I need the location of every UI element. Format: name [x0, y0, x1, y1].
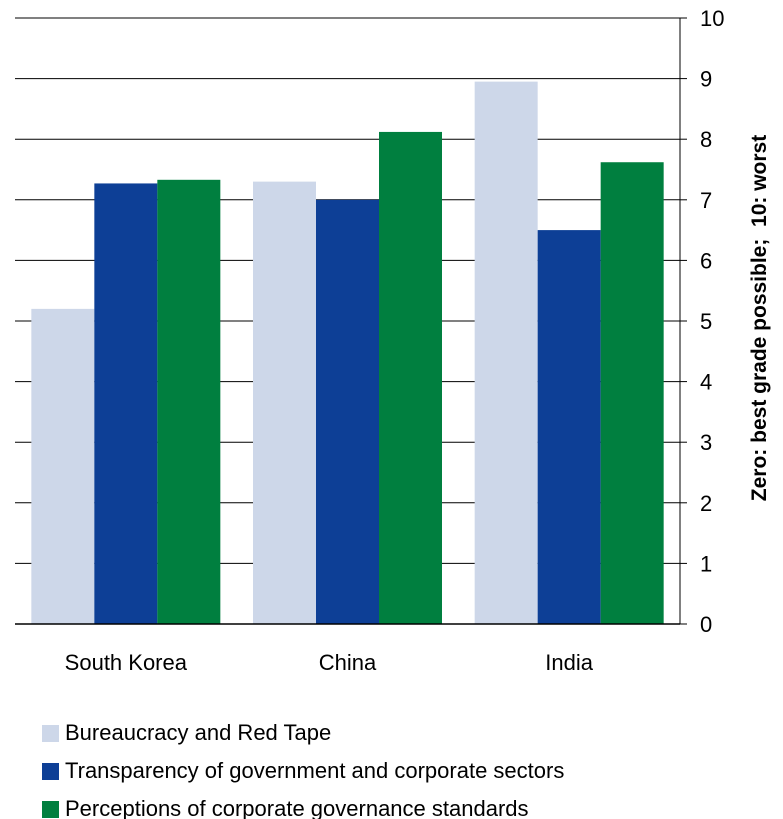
y-tick-label-8: 8: [700, 127, 712, 152]
bar-china-series-0: [253, 181, 316, 624]
y-tick-label-7: 7: [700, 188, 712, 213]
bar-china-series-2: [379, 131, 442, 625]
x-tick-label-china: China: [319, 650, 377, 675]
y-tick-label-4: 4: [700, 370, 712, 395]
legend-item-bureaucracy: Bureaucracy and Red Tape: [42, 714, 564, 752]
y-tick-label-2: 2: [700, 491, 712, 516]
bar-south-korea-series-1: [94, 183, 158, 625]
bar-south-korea-series-2: [157, 179, 221, 624]
legend-label-bureaucracy: Bureaucracy and Red Tape: [65, 720, 332, 745]
y-tick-label-9: 9: [700, 67, 712, 92]
legend-item-governance: Perceptions of corporate governance stan…: [42, 790, 564, 819]
x-tick-label-south-korea: South Korea: [65, 650, 188, 675]
y-tick-label-0: 0: [700, 612, 712, 637]
legend-swatch-bureaucracy: [42, 724, 59, 742]
y-tick-label-6: 6: [700, 248, 712, 273]
legend: Bureaucracy and Red Tape Transparency of…: [42, 714, 564, 819]
legend-item-transparency: Transparency of government and corporate…: [42, 752, 564, 790]
bar-india-series-2: [600, 162, 664, 624]
y-tick-label-5: 5: [700, 309, 712, 334]
y-tick-label-3: 3: [700, 430, 712, 455]
y-axis-title: Zero: best grade possible; 10: worst: [748, 135, 771, 501]
bar-china-series-1: [316, 199, 379, 625]
legend-swatch-transparency: [42, 762, 59, 780]
bar-india-series-1: [537, 230, 601, 624]
x-tick-label-india: India: [545, 650, 593, 675]
legend-swatch-governance: [42, 800, 59, 818]
y-tick-label-10: 10: [700, 6, 724, 31]
legend-label-governance: Perceptions of corporate governance stan…: [65, 796, 529, 819]
bar-south-korea-series-0: [31, 308, 95, 624]
legend-label-transparency: Transparency of government and corporate…: [65, 758, 565, 783]
y-tick-label-1: 1: [700, 551, 712, 576]
bar-india-series-0: [474, 81, 538, 624]
